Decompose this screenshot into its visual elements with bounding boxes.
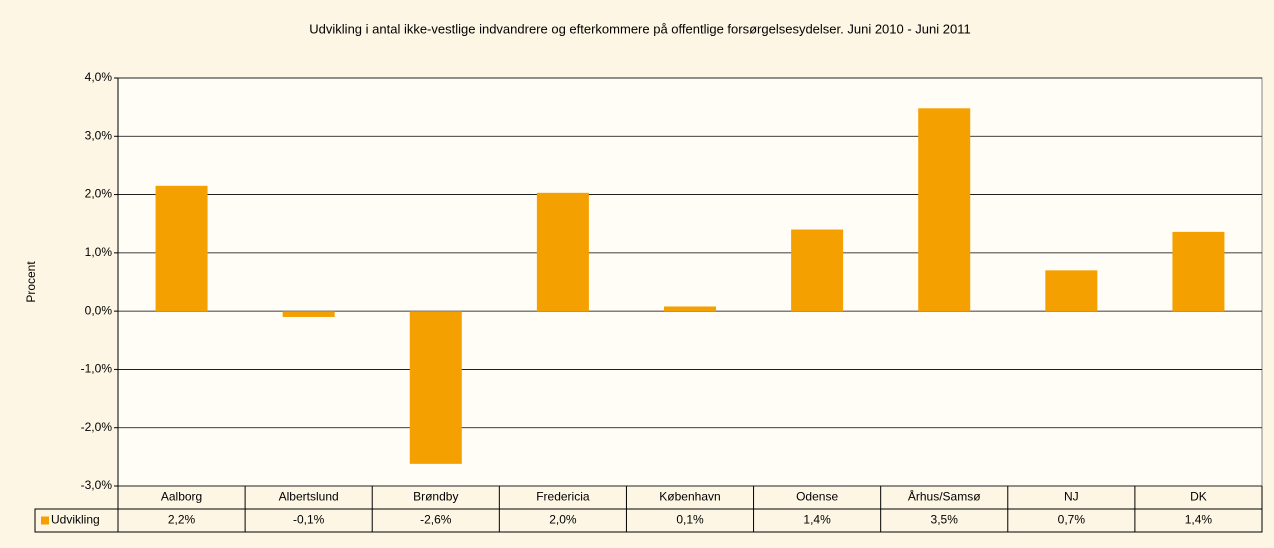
bar [536,192,589,312]
x-tick-label: Aalborg [161,490,202,504]
y-tick-label: -2,0% [81,420,113,434]
y-tick-label: 0,0% [85,303,113,317]
x-tick-label: Odense [796,490,838,504]
x-tick-label: NJ [1064,490,1079,504]
value-label: 1,4% [1185,513,1213,527]
bar [1172,231,1225,312]
x-tick-label: Århus/Samsø [908,489,981,504]
value-label: 0,1% [676,513,704,527]
bar [409,311,462,464]
chart-title: Udvikling i antal ikke-vestlige indvandr… [309,21,970,36]
y-tick-label: -1,0% [81,362,113,376]
value-label: 2,0% [549,513,577,527]
value-label: 2,2% [168,513,196,527]
value-label: 1,4% [803,513,831,527]
value-label: -0,1% [293,513,325,527]
x-tick-label: Brøndby [413,490,458,504]
y-tick-label: -3,0% [81,478,113,492]
y-tick-label: 2,0% [85,187,113,201]
value-label: 3,5% [931,513,959,527]
legend-swatch [41,516,49,525]
bar [664,306,716,312]
x-tick-label: Albertslund [279,490,339,504]
y-axis-label: Procent [24,261,38,303]
bar [282,311,335,317]
bar [791,229,844,312]
y-tick-label: 3,0% [85,128,113,142]
x-tick-label: Fredericia [536,490,590,504]
x-tick-label: DK [1190,490,1207,504]
bar [1045,270,1098,312]
x-tick-label: København [659,490,720,504]
bar [918,108,971,312]
bar [155,185,208,312]
y-tick-label: 1,0% [85,245,113,259]
value-label: -2,6% [420,513,452,527]
y-tick-label: 4,0% [85,70,113,84]
value-label: 0,7% [1058,513,1086,527]
legend-label: Udvikling [51,513,100,527]
